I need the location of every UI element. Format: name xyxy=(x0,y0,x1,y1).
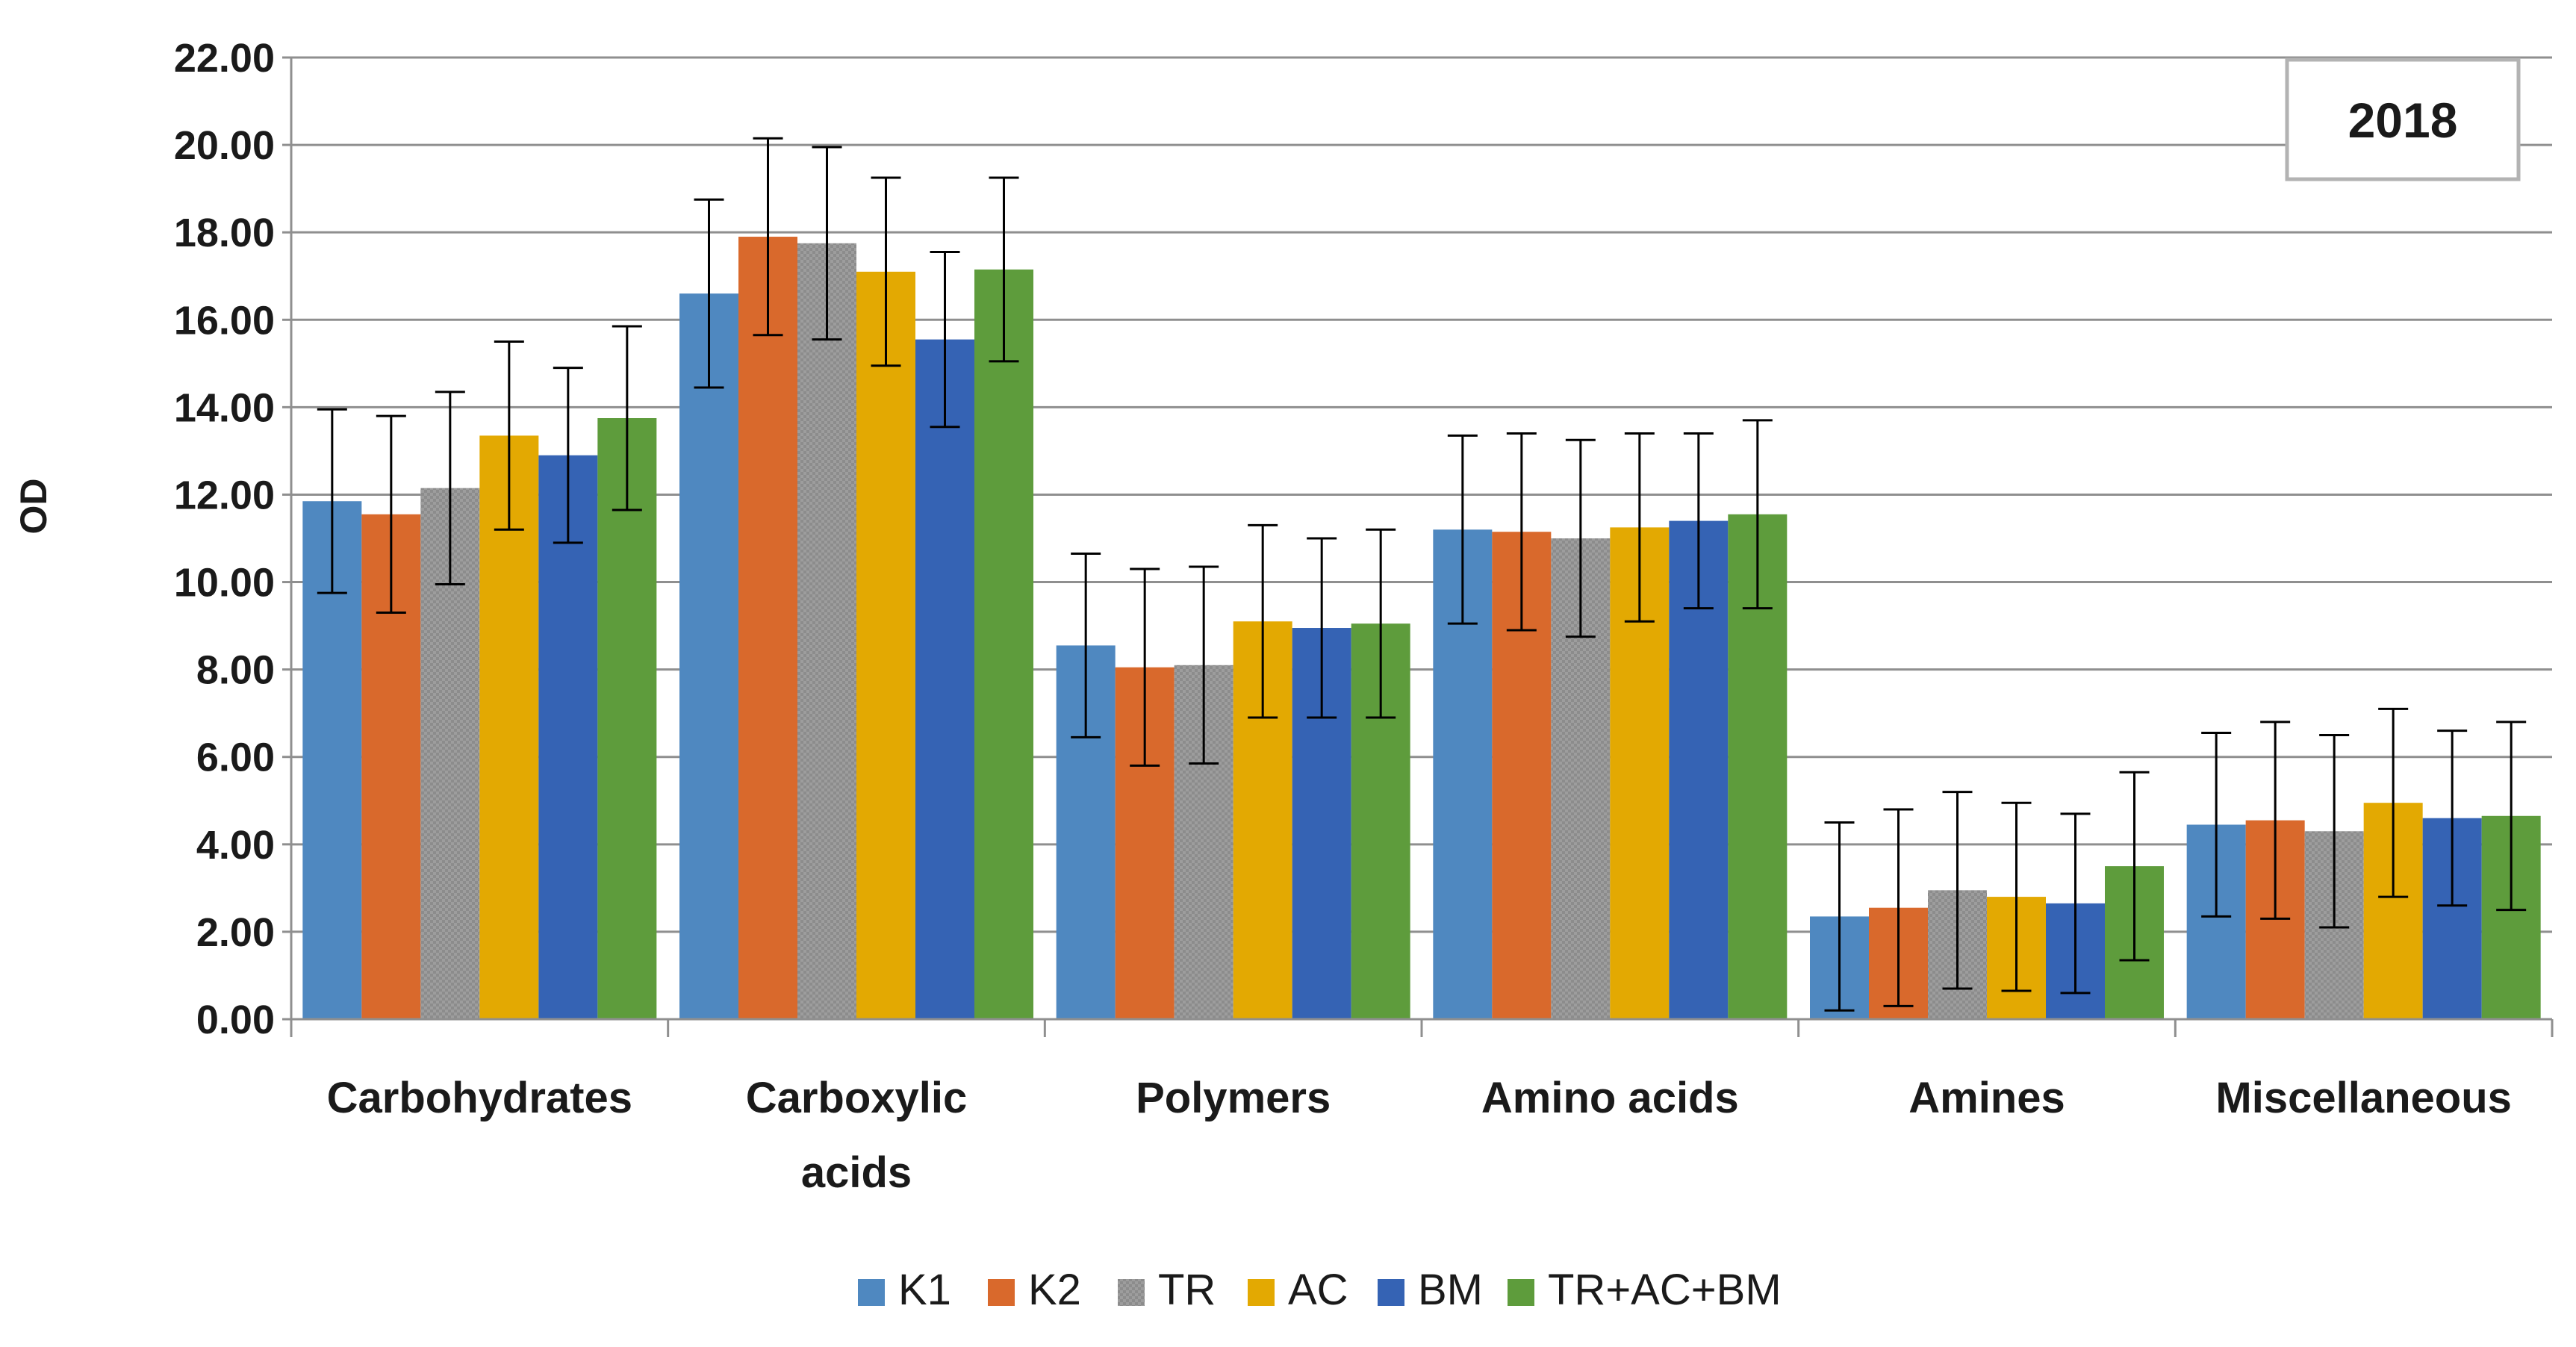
bar-tr xyxy=(797,243,856,1020)
y-tick-label: 4.00 xyxy=(196,823,275,868)
legend-label: TR+AC+BM xyxy=(1548,1266,1782,1314)
y-tick-label: 16.00 xyxy=(174,298,275,343)
bars xyxy=(302,237,2541,1020)
legend-swatch xyxy=(1508,1279,1534,1306)
axes xyxy=(282,56,2554,1037)
y-tick-label: 18.00 xyxy=(174,211,275,255)
x-category-label: Miscellaneous xyxy=(2215,1074,2511,1122)
bar-ac xyxy=(856,271,915,1019)
legend-label: TR xyxy=(1158,1266,1216,1314)
bar-tr-ac-bm xyxy=(974,269,1033,1020)
legend-swatch xyxy=(1378,1279,1404,1306)
x-category-label: Amino acids xyxy=(1481,1074,1739,1122)
y-tick-label: 22.00 xyxy=(174,36,275,81)
legend-swatch xyxy=(1118,1279,1145,1306)
y-tick-label: 6.00 xyxy=(196,735,275,780)
tick-labels: 0.00 2.00 4.00 6.00 8.00 10.00 12.00 14.00 16.00… xyxy=(174,36,2512,1197)
y-tick-label: 12.00 xyxy=(174,473,275,517)
legend-label: BM xyxy=(1418,1266,1483,1314)
year-annotation-text: 2018 xyxy=(2348,93,2458,148)
y-tick-label: 10.00 xyxy=(174,561,275,606)
legend-swatch xyxy=(988,1279,1015,1306)
x-category-label: Carbohydrates xyxy=(327,1074,632,1122)
x-category-label: acids xyxy=(801,1148,912,1197)
x-category-label: Amines xyxy=(1908,1074,2065,1122)
error-bars xyxy=(317,137,2527,1012)
bar-tr-ac-bm xyxy=(597,418,657,1019)
y-tick-label: 8.00 xyxy=(196,648,275,693)
y-tick-label: 2.00 xyxy=(196,910,275,955)
bar-ac xyxy=(479,435,539,1019)
gridlines xyxy=(291,56,2552,933)
bar-k2 xyxy=(738,237,797,1019)
y-tick-label: 20.00 xyxy=(174,123,275,168)
y-axis-title: OD xyxy=(13,479,55,535)
bar-bm xyxy=(915,339,974,1020)
bar-k1 xyxy=(679,293,738,1019)
x-category-label: Carboxylic xyxy=(746,1074,968,1122)
bar-bm xyxy=(538,455,598,1019)
legend-label: AC xyxy=(1288,1266,1348,1314)
legend: K1 K2 TR AC BM TR+AC+BM xyxy=(858,1266,1782,1314)
year-annotation: 2018 xyxy=(2285,57,2521,181)
legend-swatch xyxy=(1248,1279,1275,1306)
y-tick-label: 0.00 xyxy=(196,998,275,1042)
x-category-label: Polymers xyxy=(1136,1074,1331,1122)
legend-swatch xyxy=(858,1279,885,1306)
legend-label: K2 xyxy=(1028,1266,1081,1314)
y-tick-label: 14.00 xyxy=(174,385,275,430)
legend-label: K1 xyxy=(898,1266,951,1314)
